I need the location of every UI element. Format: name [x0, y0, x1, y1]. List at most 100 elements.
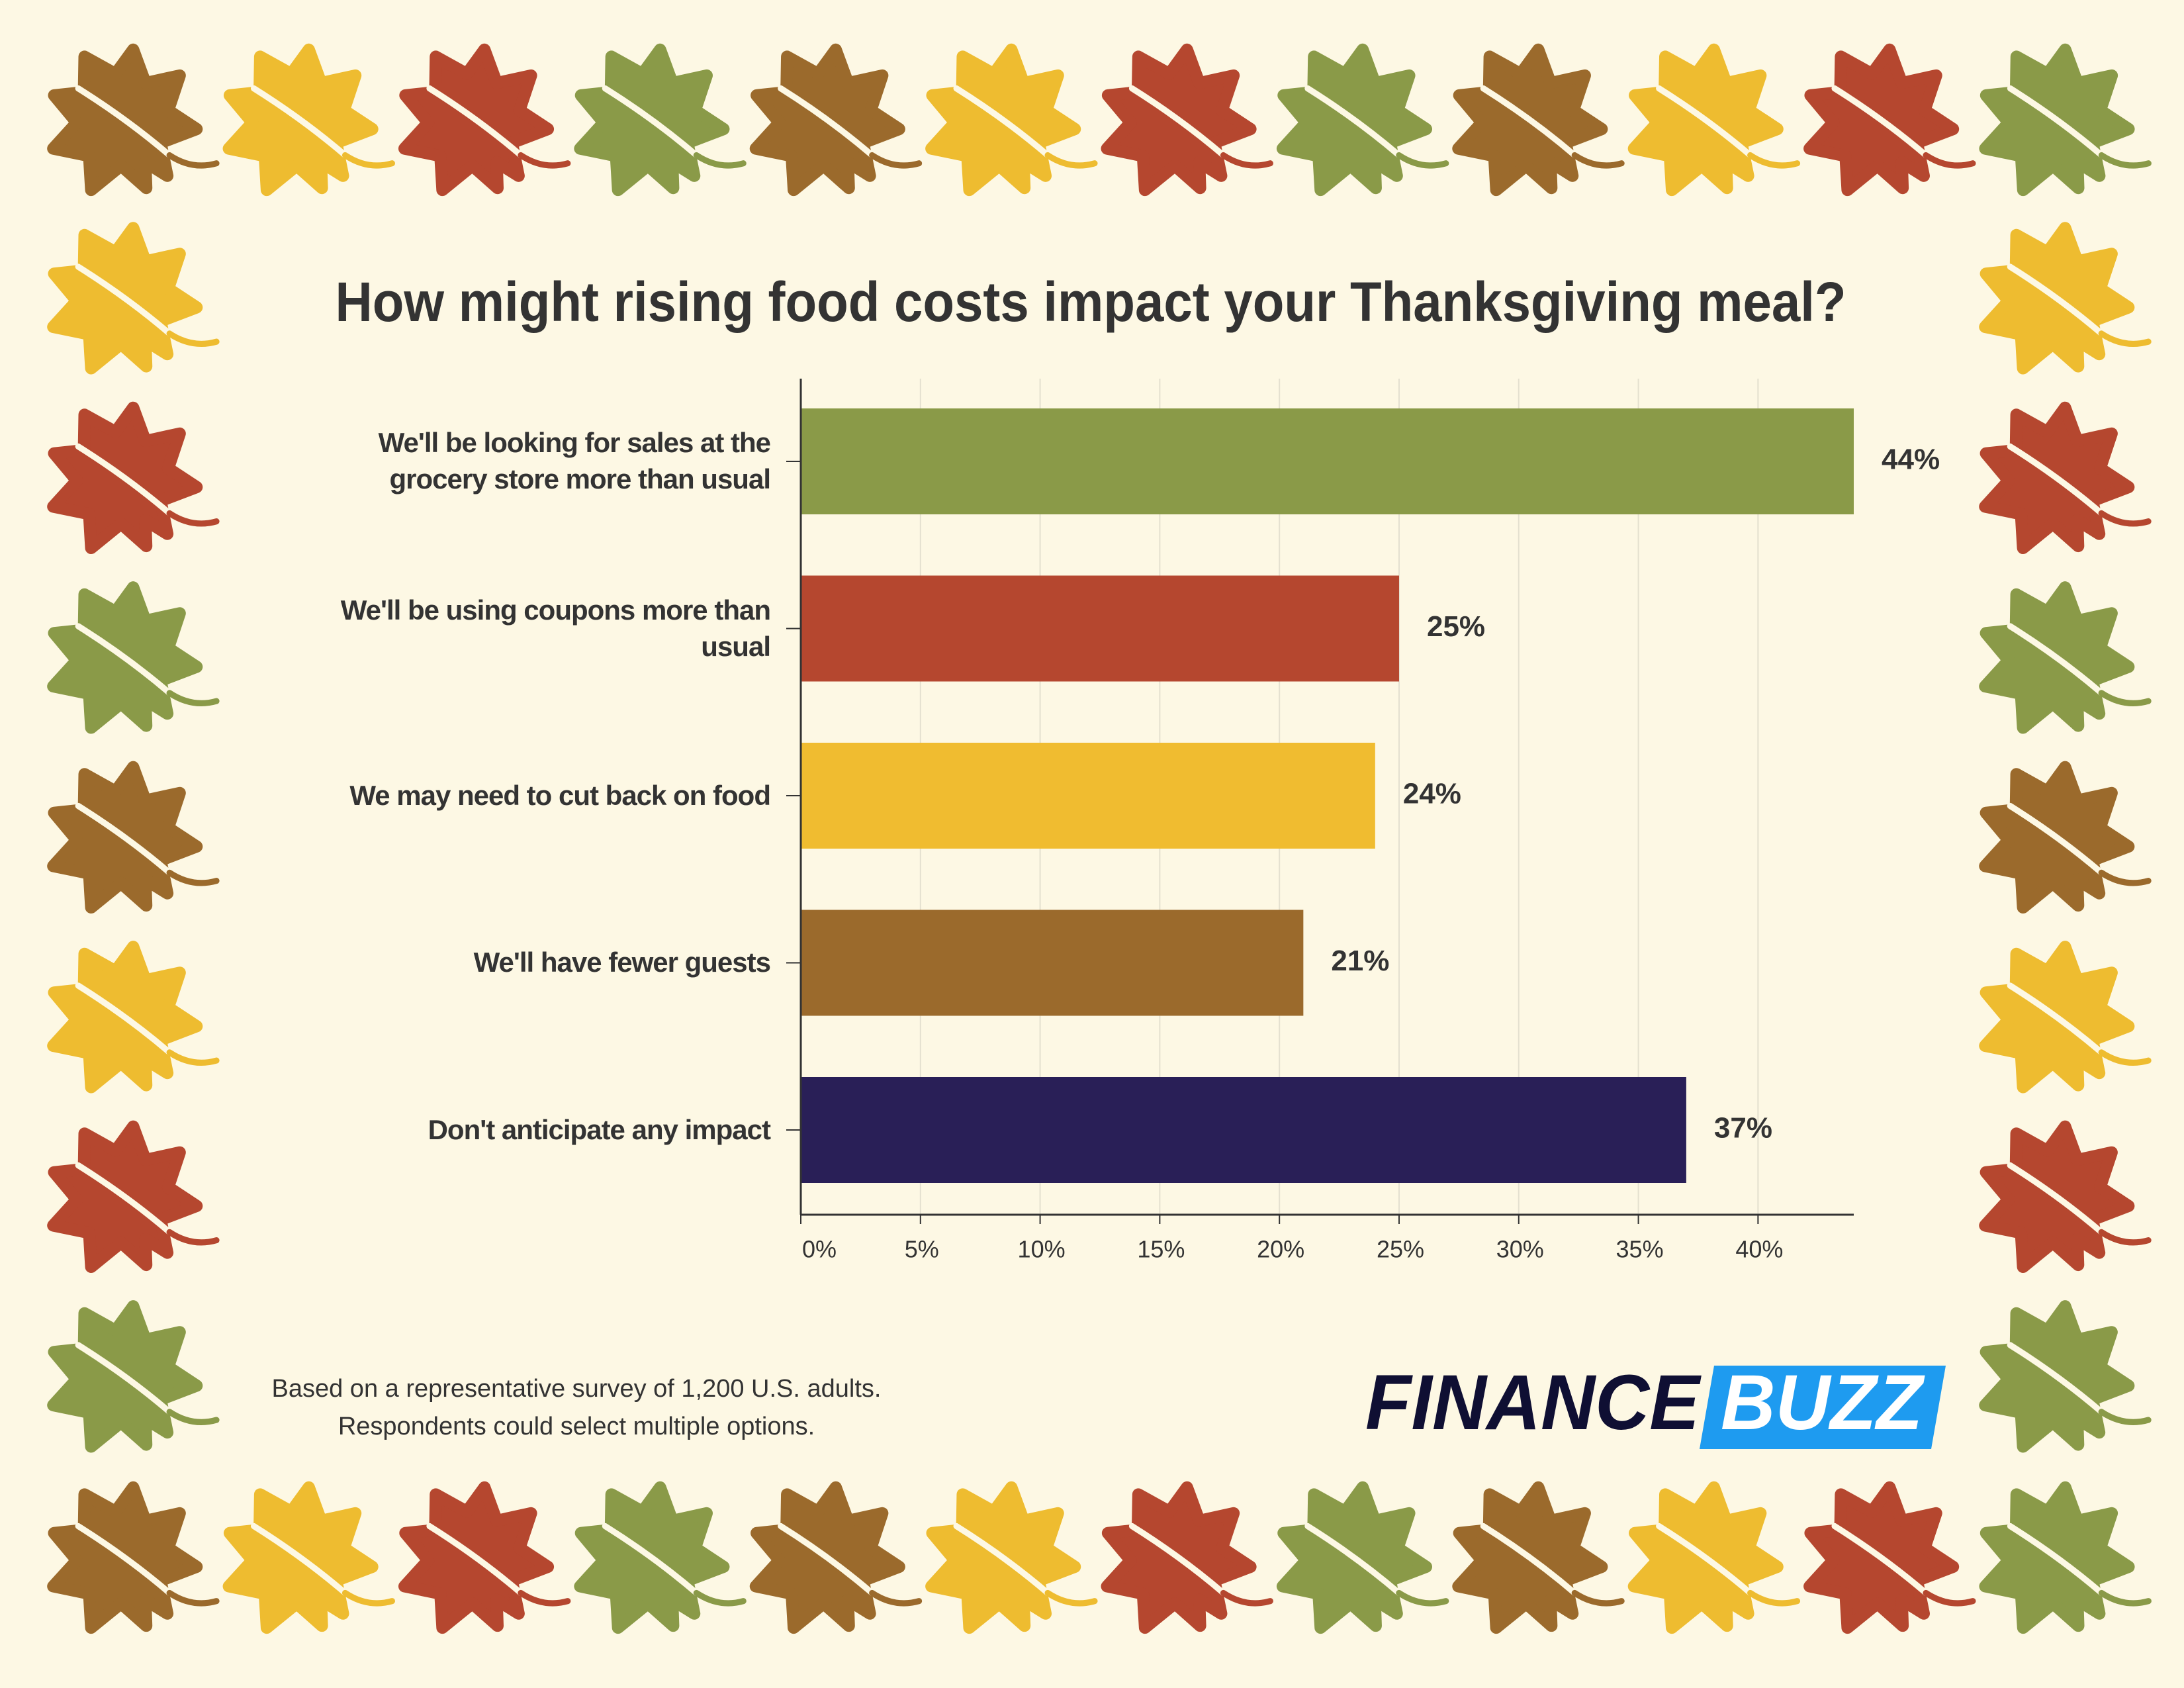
leaf-vein: [251, 85, 349, 159]
category-label: Don't anticipate any impact: [428, 1113, 771, 1145]
leaf: [1803, 43, 1976, 197]
leaf-vein: [778, 1523, 876, 1597]
leaf-vein: [2007, 623, 2105, 696]
leaf-vein: [1831, 1523, 1929, 1597]
leaf-stem: [1220, 152, 1273, 169]
leaf-stem: [518, 152, 571, 169]
leaf-stem: [166, 1049, 220, 1066]
category-label: We'll be using coupons more than usual: [340, 594, 771, 662]
leaf-vein: [426, 85, 524, 159]
leaf-vein: [75, 802, 173, 876]
leaf-vein: [2007, 263, 2105, 337]
leaf-stem: [166, 1229, 220, 1246]
leaf-vein: [953, 1523, 1051, 1597]
leaf-stem: [166, 1409, 220, 1425]
leaf-vein: [75, 443, 173, 517]
leaf: [1979, 222, 2152, 375]
leaf-stem: [166, 869, 220, 886]
leaf-stem: [341, 152, 395, 169]
leaf-stem: [1571, 152, 1625, 169]
leaf-vein: [426, 1523, 524, 1597]
leaf-vein: [2007, 1342, 2105, 1415]
leaf-vein: [2007, 443, 2105, 517]
leaf-vein: [1304, 85, 1402, 159]
leaf-vein: [75, 85, 173, 159]
leaf-stem: [869, 1589, 923, 1607]
leaf-vein: [75, 623, 173, 696]
leaf-stem: [693, 1589, 747, 1607]
bar: [801, 1077, 1686, 1183]
leaf: [749, 1481, 923, 1634]
leaf: [1276, 43, 1449, 197]
leaf-stem: [166, 510, 220, 527]
leaf: [1452, 1481, 1625, 1634]
bar: [801, 575, 1399, 682]
leaf-stem: [166, 1589, 220, 1607]
leaf-vein: [1831, 85, 1929, 159]
leaf-vein: [1656, 85, 1754, 159]
leaf-vein: [2007, 802, 2105, 876]
value-label: 25%: [1427, 610, 1485, 643]
leaf-vein: [75, 1162, 173, 1235]
x-tick-label: 20%: [1257, 1236, 1304, 1263]
x-tick-label: 10%: [1018, 1236, 1066, 1263]
value-label: 44%: [1882, 444, 1940, 476]
x-tick-label: 35%: [1616, 1236, 1664, 1263]
chart-title: How might rising food costs impact your …: [336, 271, 1846, 333]
category-label: We'll be looking for sales at the grocer…: [378, 427, 771, 494]
leaf-stem: [2098, 1229, 2152, 1246]
leaf-vein: [602, 1523, 700, 1597]
leaf: [925, 43, 1098, 197]
leaf-vein: [1656, 1523, 1754, 1597]
leaf-vein: [2007, 1523, 2105, 1597]
leaf-vein: [75, 263, 173, 337]
leaf-stem: [1220, 1589, 1273, 1607]
leaf-stem: [1747, 152, 1801, 169]
x-tick-label: 0%: [802, 1236, 837, 1263]
leaf-vein: [2007, 85, 2105, 159]
footnote: Respondents could select multiple option…: [338, 1413, 815, 1440]
leaf-stem: [2098, 690, 2152, 707]
leaf: [1979, 941, 2152, 1094]
leaf-vein: [1128, 85, 1227, 159]
leaf-vein: [1128, 1523, 1227, 1597]
leaf: [222, 1481, 395, 1634]
leaf: [47, 581, 220, 734]
leaf-vein: [75, 1342, 173, 1415]
logo-box: [1700, 1366, 1946, 1449]
category-label: We may need to cut back on food: [349, 779, 771, 811]
leaf-vein: [2007, 1162, 2105, 1235]
leaf-vein: [1480, 85, 1578, 159]
leaf-stem: [2098, 1049, 2152, 1066]
leaf-stem: [869, 152, 923, 169]
leaf-stem: [2098, 1409, 2152, 1425]
leaf-stem: [341, 1589, 395, 1607]
leaf: [1979, 43, 2152, 197]
x-tick-label: 25%: [1377, 1236, 1424, 1263]
x-tick-label: 40%: [1735, 1236, 1783, 1263]
x-tick-label: 30%: [1496, 1236, 1544, 1263]
leaf: [1452, 43, 1625, 197]
leaf: [47, 1120, 220, 1274]
leaf: [749, 43, 923, 197]
leaf: [47, 401, 220, 555]
logo-text: FINANCE: [1365, 1359, 1702, 1446]
category-label: We'll have fewer guests: [473, 947, 771, 978]
leaf-vein: [1304, 1523, 1402, 1597]
leaf-vein: [75, 982, 173, 1056]
leaf-stem: [2098, 1589, 2152, 1607]
leaf: [47, 1481, 220, 1634]
leaf-stem: [166, 152, 220, 169]
x-tick-label: 15%: [1137, 1236, 1185, 1263]
leaf: [1627, 43, 1801, 197]
leaf: [1101, 1481, 1273, 1634]
leaf: [47, 1300, 220, 1453]
leaf: [1627, 1481, 1801, 1634]
leaf: [222, 43, 395, 197]
logo-text: BUZZ: [1721, 1359, 1925, 1446]
leaf-stem: [1923, 1589, 1976, 1607]
leaf-vein: [602, 85, 700, 159]
